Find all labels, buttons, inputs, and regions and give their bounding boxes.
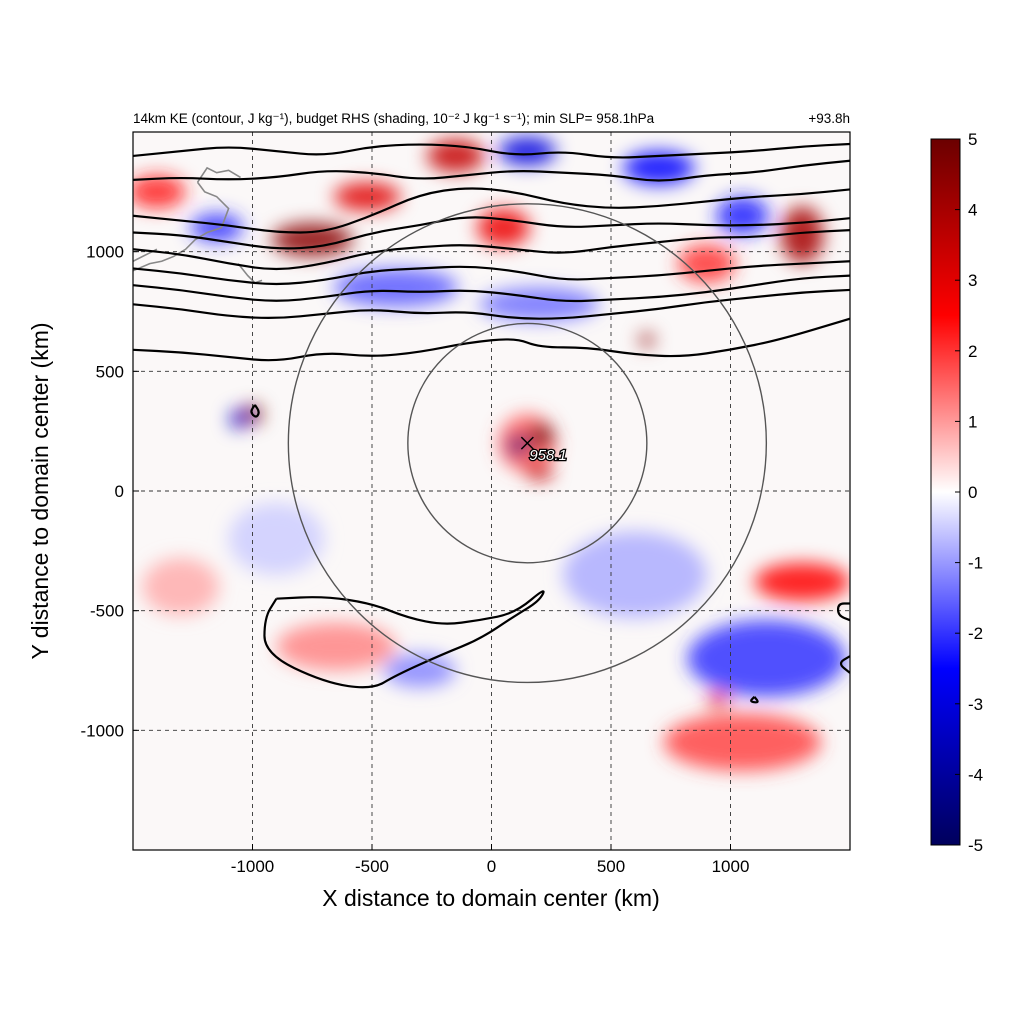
range-ring-layer: [287, 203, 768, 684]
ke-contour: [133, 159, 850, 182]
shading-cell: [276, 622, 396, 671]
ke-contour: [133, 260, 850, 286]
shading-cell: [622, 151, 695, 185]
y-tick-label: 0: [115, 482, 124, 501]
plot-area: 958.1: [133, 132, 850, 850]
x-tick-label: -1000: [231, 857, 274, 876]
colorbar-tick-label: -3: [968, 695, 983, 714]
shading-cell: [780, 206, 824, 264]
ke-contour: [133, 216, 850, 250]
shading-cell: [508, 434, 528, 457]
shading-cell: [687, 620, 846, 697]
colorbar-tick-label: 5: [968, 130, 977, 149]
shading-cell: [383, 653, 456, 688]
shading-cell: [754, 562, 850, 602]
ke-contour: [133, 229, 850, 271]
ke-contour: [250, 404, 260, 418]
ke-contour: [839, 655, 850, 674]
shading-cell: [333, 182, 401, 211]
x-tick-label: 1000: [712, 857, 750, 876]
ke-contour: [133, 142, 850, 159]
shading-cell: [639, 333, 655, 348]
shading-cell: [333, 268, 459, 307]
shading-cell: [228, 502, 325, 575]
shading-cell: [142, 558, 220, 616]
coastline: [196, 181, 230, 229]
y-axis: -1000 -500 0 500 1000: [81, 243, 139, 740]
shading-cell: [479, 287, 600, 322]
shading-cell: [563, 531, 707, 618]
y-tick-label: -500: [90, 602, 124, 621]
colorbar-tick-label: 2: [968, 342, 977, 361]
coastline: [237, 263, 263, 284]
ke-contour: [133, 288, 850, 320]
shading-cell: [498, 136, 557, 166]
ke-contour: [836, 602, 850, 622]
shading-cell: [529, 423, 554, 448]
range-ring: [407, 322, 648, 564]
coastline: [196, 166, 241, 183]
storm-min-slp-label: 958.1: [529, 447, 567, 464]
range-ring: [287, 203, 768, 684]
x-axis: -1000 -500 0 500 1000: [231, 844, 750, 876]
colorbar-tick-label: 1: [968, 412, 977, 431]
colorbar-tick-label: -1: [968, 554, 983, 573]
ke-contour: [750, 696, 759, 704]
colorbar-tick-label: 4: [968, 201, 977, 220]
shading-cell: [133, 175, 186, 209]
shading-cell: [706, 692, 731, 707]
colorbar-tick-label: 3: [968, 271, 977, 290]
time-label: +93.8h: [808, 111, 850, 126]
storm-center-layer: 958.1: [520, 436, 568, 465]
storm-center-marker: [520, 436, 534, 450]
coastline: [133, 226, 222, 272]
colorbar: 5 4 3 2 1 0 -1 -2 -3 -4 -5: [930, 130, 983, 855]
ke-contour: [133, 317, 850, 362]
shading-cell: [677, 244, 736, 283]
colorbar-ticks: 5 4 3 2 1 0 -1 -2 -3 -4 -5: [955, 130, 983, 855]
x-axis-title: X distance to domain center (km): [322, 885, 659, 911]
y-tick-label: -1000: [81, 721, 124, 740]
colorbar-tick-label: -5: [968, 836, 983, 855]
y-axis-title: Y distance to domain center (km): [27, 322, 53, 659]
colorbar-tick-label: -4: [968, 765, 983, 784]
ke-contour: [263, 590, 545, 689]
shading-cell: [716, 196, 769, 235]
colorbar-tick-label: -2: [968, 624, 983, 643]
shading-cell: [524, 463, 554, 481]
colorbar-tick-label: 0: [968, 483, 977, 502]
storm-marker-stroke: [520, 436, 534, 450]
y-tick-label: 1000: [86, 243, 124, 262]
x-tick-label: 0: [487, 857, 496, 876]
y-tick-label: 500: [96, 362, 124, 381]
shading-cell: [229, 409, 247, 429]
x-tick-label: 500: [597, 857, 625, 876]
x-tick-label: -500: [355, 857, 389, 876]
coastline-layer: [133, 166, 263, 284]
ke-contour: [133, 187, 850, 234]
shading-cell: [663, 713, 822, 772]
shading-cell: [477, 208, 530, 247]
plot-title: 14km KE (contour, J kg⁻¹), budget RHS (s…: [133, 111, 655, 126]
